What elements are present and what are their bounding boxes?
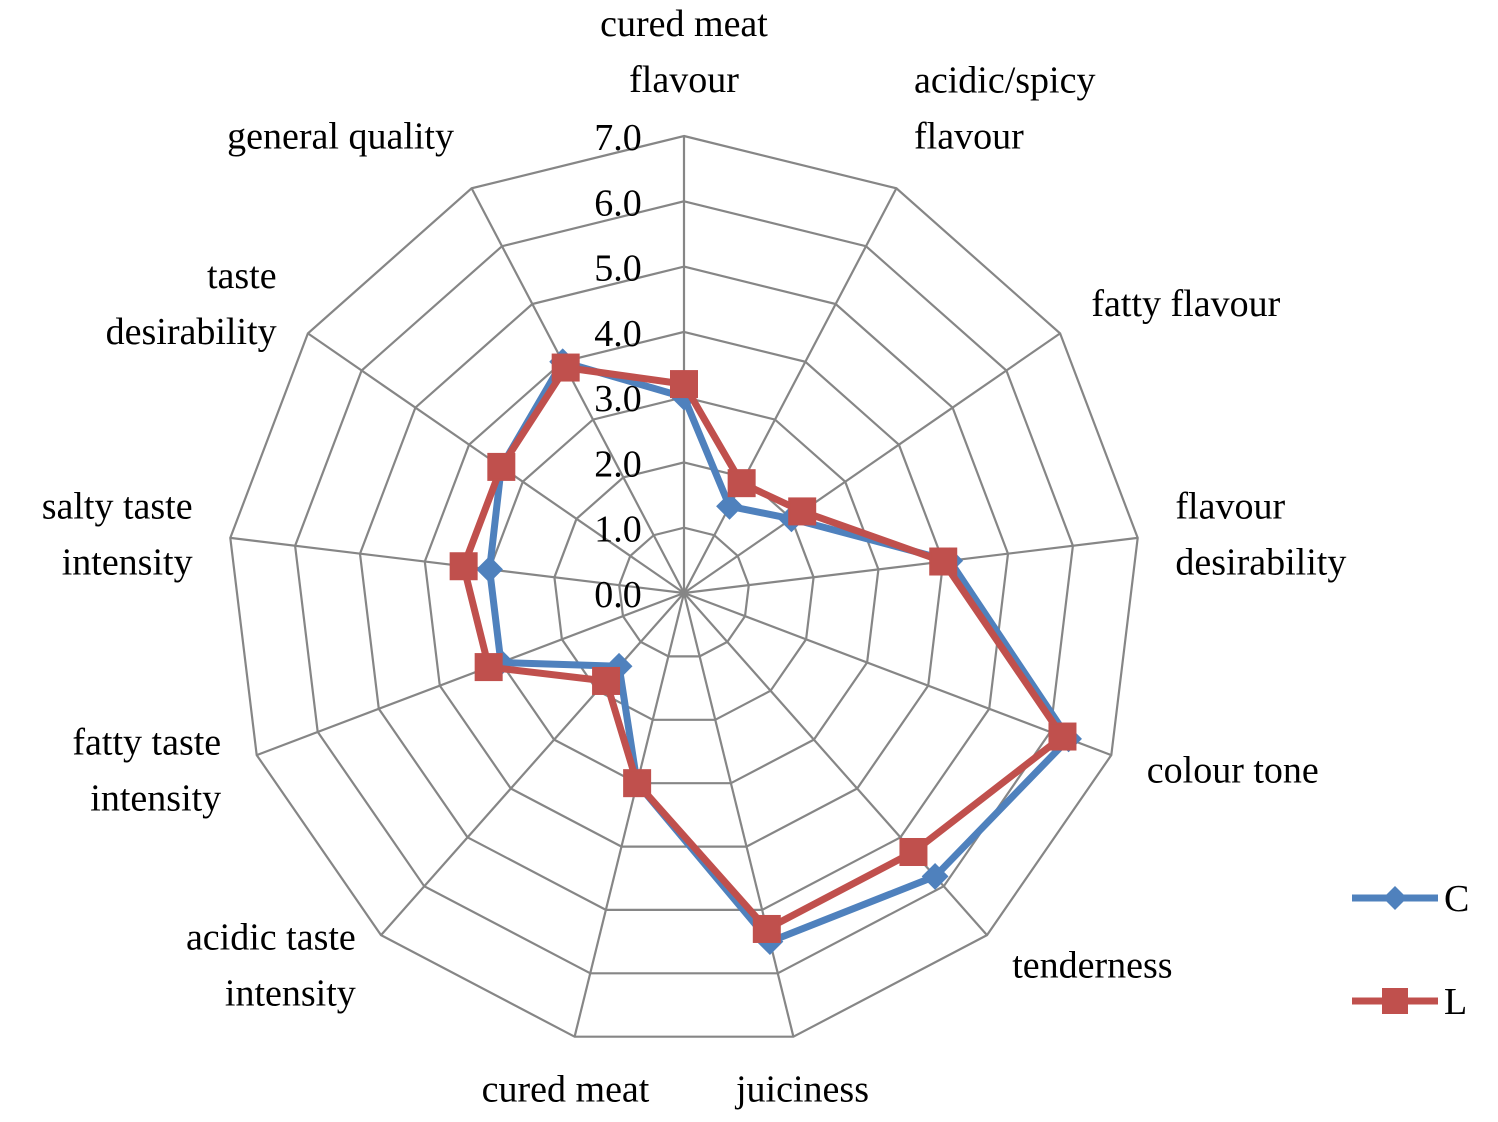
legend: CL (1352, 878, 1469, 1023)
category-label: acidic taste intensity (186, 917, 356, 1015)
radial-tick-labels: 0.01.02.03.04.05.06.07.0 (594, 117, 642, 616)
category-label-line: juiciness (734, 1069, 869, 1111)
grid-ring-6 (293, 200, 1075, 975)
legend-label: C (1444, 878, 1469, 920)
spoke-9 (256, 591, 685, 757)
tick-label: 0.0 (594, 574, 642, 616)
category-label-line: flavour (914, 116, 1024, 158)
legend-label: L (1444, 981, 1467, 1023)
series-line-C (486, 358, 1073, 946)
data-point-L (1048, 722, 1077, 751)
data-point-C (476, 555, 503, 583)
data-series (449, 348, 1082, 956)
category-label-line: tenderness (1012, 945, 1172, 987)
category-label: fatty taste intensity (72, 722, 221, 820)
spoke-6 (682, 592, 795, 1037)
tick-label: 4.0 (594, 313, 642, 355)
spoke-12 (470, 187, 685, 594)
category-label-line: general quality (227, 116, 454, 158)
category-label-line: taste (207, 255, 277, 297)
series-line-L (460, 364, 1066, 933)
tick-label: 7.0 (594, 117, 642, 159)
category-label-line: acidic/spicy (914, 60, 1095, 102)
grid-ring-5 (358, 265, 1010, 912)
data-point-L (487, 452, 516, 481)
data-point-L (788, 497, 817, 526)
category-label: salty taste intensity (42, 485, 193, 583)
category-labels: cured meat flavour acidic/spicy flavour fatt… (42, 3, 1347, 1122)
data-point-C (921, 863, 949, 890)
category-label-line: salty taste (42, 485, 193, 527)
legend-marker-C (1383, 886, 1407, 910)
category-label-line: flavour (1175, 485, 1285, 527)
category-label-line: acidic taste (186, 917, 356, 959)
category-label-line: cured meat (600, 3, 768, 45)
data-point-L (449, 552, 478, 581)
tick-label: 6.0 (594, 182, 642, 224)
data-point-L (670, 370, 698, 399)
grid-ring-3 (488, 395, 880, 785)
data-point-L (623, 769, 652, 798)
category-label-line: intensity (62, 541, 193, 583)
radar-grid (229, 134, 1139, 1038)
category-label: taste desirability (106, 255, 277, 353)
tick-label: 1.0 (594, 509, 642, 551)
category-label: general quality (227, 116, 454, 158)
data-point-C (716, 492, 743, 520)
radar-spokes (230, 136, 1138, 1037)
category-label: cured meat flavour (600, 3, 768, 101)
category-label: juiciness (734, 1069, 869, 1111)
category-label: colour tone (1147, 750, 1319, 792)
tick-label: 5.0 (594, 248, 642, 290)
category-label-line: desirability (106, 311, 277, 353)
category-label-line: intensity (225, 973, 356, 1015)
data-point-L (474, 653, 503, 682)
grid-ring-4 (423, 330, 945, 848)
data-point-L (752, 914, 781, 943)
category-label-line: intensity (90, 778, 221, 820)
data-point-L (551, 353, 580, 382)
category-label: flavour desirability (1175, 485, 1346, 583)
spoke-8 (380, 592, 685, 936)
grid-ring-2 (553, 461, 815, 721)
category-label-line: desirability (1175, 541, 1346, 583)
category-label-line: flavour (629, 59, 739, 101)
tick-label: 2.0 (594, 443, 642, 485)
grid-ring-1 (618, 526, 750, 658)
category-label-line: fatty taste (72, 722, 221, 764)
category-label-line: colour tone (1147, 750, 1319, 792)
category-label-line: cured meat (482, 1069, 650, 1111)
category-label-line: fatty flavour (1091, 283, 1280, 325)
category-label: tenderness (1012, 945, 1172, 987)
spoke-7 (573, 592, 686, 1037)
grid-ring-7 (229, 134, 1139, 1038)
legend-marker-L (1382, 988, 1408, 1014)
category-label: cured meattaste intensity (460, 1069, 670, 1122)
data-point-L (929, 547, 958, 576)
spoke-1 (683, 187, 898, 594)
category-label: acidic/spicy flavour (914, 60, 1095, 158)
spoke-4 (683, 591, 1112, 757)
data-point-L (592, 666, 621, 695)
category-label: fatty flavour (1091, 283, 1280, 325)
data-point-L (899, 837, 928, 866)
spoke-2 (683, 332, 1061, 594)
data-point-L (727, 469, 756, 498)
spoke-3 (683, 536, 1138, 595)
